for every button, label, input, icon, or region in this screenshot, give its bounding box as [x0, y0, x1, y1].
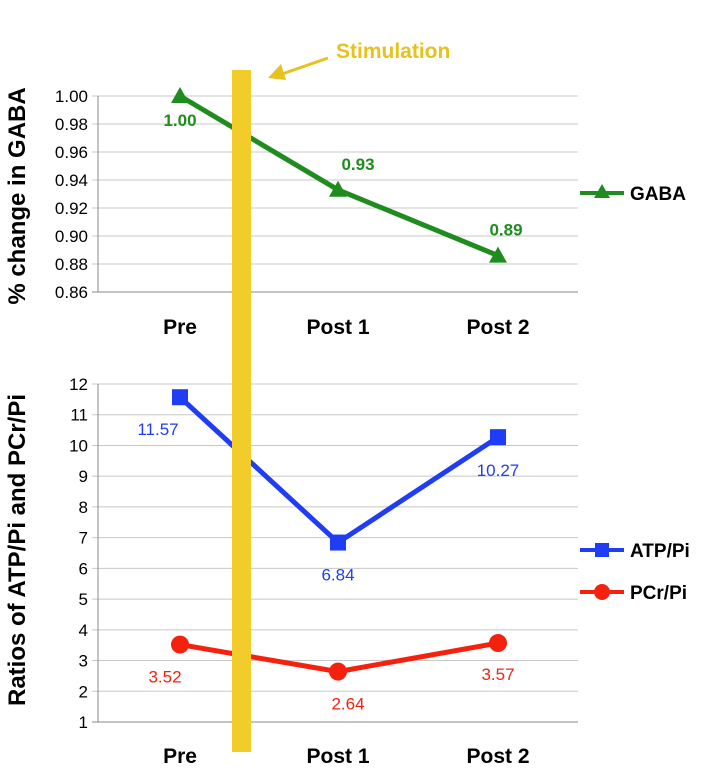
top-y-tick-label: 0.86: [55, 283, 88, 302]
gaba-legend: GABA: [580, 184, 686, 205]
bot-y-tick-label: 8: [79, 498, 88, 517]
pcr-pi-data-label: 2.64: [331, 695, 364, 714]
gaba-point: [329, 180, 347, 197]
bot-y-tick-label: 5: [79, 590, 88, 609]
bot-y-tick-label: 1: [79, 713, 88, 732]
gaba-y-axis-title: % change in GABA: [4, 87, 31, 304]
gaba-point: [171, 87, 189, 103]
legend-gaba-triangle-icon: [594, 184, 610, 198]
top-y-tick-label: 0.96: [55, 143, 88, 162]
bot-y-tick-label: 12: [69, 375, 88, 394]
gaba-x-tick-labels: Pre Post 1 Post 2: [163, 316, 529, 339]
legend-atp-label: ATP/Pi: [630, 541, 690, 562]
top-y-tick-label: 0.92: [55, 199, 88, 218]
ratios-gridlines: [92, 383, 578, 723]
top-y-tick-label: 0.88: [55, 255, 88, 274]
ratios-y-axis-title: Ratios of ATP/Pi and PCr/Pi: [4, 394, 31, 706]
ratios-legend: ATP/Pi PCr/Pi: [580, 541, 690, 604]
pcr-pi-data-label: 3.57: [481, 665, 514, 684]
bot-y-tick-label: 6: [79, 559, 88, 578]
gaba-gridlines: [92, 95, 578, 293]
bot-y-tick-label: 11: [70, 406, 88, 425]
legend-pcr-label: PCr/Pi: [630, 583, 687, 604]
gaba-data-label: 0.89: [489, 221, 522, 240]
gaba-point: [489, 246, 507, 263]
gaba-chart: 0.86 0.88 0.90 0.92 0.94 0.96 0.98 1.00 Pre Post…: [4, 87, 686, 339]
stimulation-arrow-icon: [268, 56, 329, 80]
ratios-series: 11.57 6.84 10.27 3.52 2.64 3.57: [137, 389, 520, 714]
pcr-pi-point: [489, 634, 507, 653]
pcr-pi-point: [171, 635, 189, 654]
top-x-tick-label: Post 2: [466, 316, 529, 339]
bot-y-tick-label: 10: [69, 436, 88, 455]
top-x-tick-label: Post 1: [306, 316, 369, 339]
atp-pi-point: [172, 389, 188, 406]
gaba-y-tick-labels: 0.86 0.88 0.90 0.92 0.94 0.96 0.98 1.00: [55, 87, 88, 302]
gaba-data-label: 1.00: [163, 111, 196, 130]
legend-atp-square-icon: [595, 543, 609, 557]
top-y-tick-label: 0.90: [55, 227, 88, 246]
ratios-x-tick-labels: Pre Post 1 Post 2: [163, 745, 529, 768]
bot-series-line-atp-pi: [178, 395, 500, 546]
atp-pi-point: [490, 429, 506, 446]
atp-pi-data-label: 6.84: [321, 566, 354, 585]
bot-y-tick-label: 4: [79, 621, 88, 640]
bot-y-tick-label: 2: [79, 682, 88, 701]
pcr-pi-data-label: 3.52: [148, 668, 181, 687]
top-y-tick-label: 0.98: [55, 115, 88, 134]
stimulation-label: Stimulation: [336, 40, 450, 63]
top-x-tick-label: Pre: [163, 316, 197, 339]
atp-pi-data-label: 10.27: [477, 461, 520, 480]
legend-pcr-circle-icon: [594, 584, 610, 600]
top-y-tick-label: 1.00: [55, 87, 88, 106]
top-series-line-gaba: [178, 93, 499, 258]
pcr-pi-point: [329, 662, 347, 681]
atp-pi-data-label: 11.57: [137, 420, 178, 439]
legend-gaba-label: GABA: [630, 184, 686, 205]
bot-y-tick-label: 3: [79, 652, 88, 671]
gaba-data-label: 0.93: [341, 155, 374, 174]
atp-pi-point: [330, 534, 346, 551]
bot-x-tick-label: Post 2: [466, 745, 529, 768]
bot-x-tick-label: Post 1: [306, 745, 369, 768]
top-y-tick-label: 0.94: [55, 171, 88, 190]
stimulation-band: [232, 70, 251, 752]
bot-x-tick-label: Pre: [163, 745, 197, 768]
bot-y-tick-label: 9: [79, 467, 88, 486]
bot-y-tick-label: 7: [79, 529, 88, 548]
